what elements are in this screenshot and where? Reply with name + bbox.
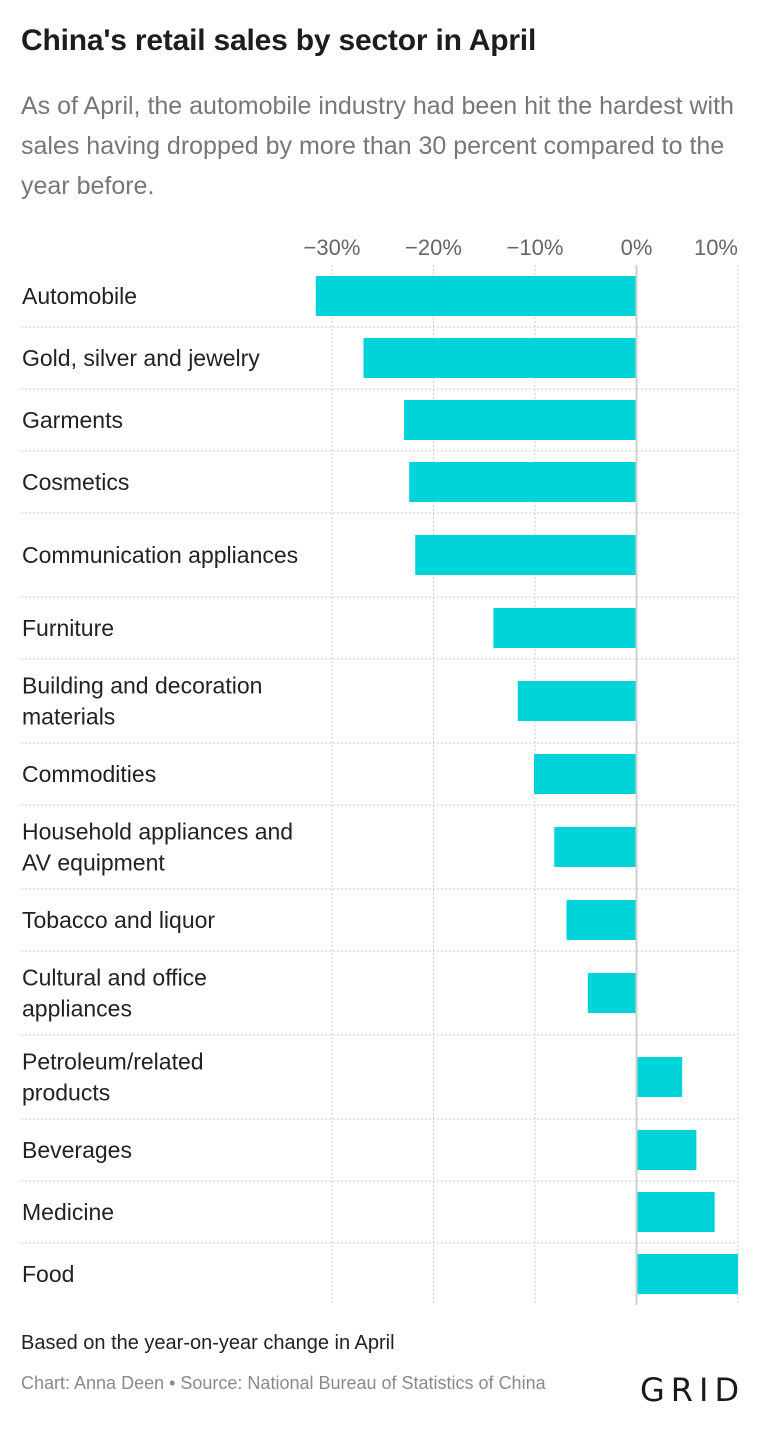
category-label: Medicine [22, 1199, 114, 1225]
category-label: Building and decoration materials [22, 673, 262, 730]
bar [363, 338, 637, 378]
bar [517, 681, 637, 721]
category-label: Garments [22, 407, 123, 433]
bar-chart: −30% −20% −10% 0% 10% Automobile Gold, silver … [21, 235, 739, 1305]
bar [566, 900, 637, 940]
x-tick-label: −10% [507, 235, 564, 260]
category-label: Furniture [22, 615, 114, 641]
bar [404, 400, 637, 440]
category-label: Household appliances and AV equipment [22, 819, 293, 876]
category-label: Petroleum/related products [22, 1049, 204, 1106]
bar [636, 1057, 683, 1097]
category-label: Commodities [22, 761, 156, 787]
x-tick-label: −30% [304, 235, 361, 260]
category-label: Cosmetics [22, 469, 129, 495]
chart-subtitle: As of April, the automobile industry had… [21, 92, 734, 200]
category-label: Tobacco and liquor [22, 907, 215, 933]
x-tick-label: −20% [405, 235, 462, 260]
bar [315, 276, 637, 316]
bar [587, 973, 637, 1013]
bar [409, 462, 637, 502]
category-label: Cultural and office appliances [22, 965, 207, 1022]
bar [636, 1130, 697, 1170]
bar [415, 535, 637, 575]
category-label: Automobile [22, 283, 137, 309]
chart-notes: Based on the year-on-year change in Apri… [21, 1332, 395, 1354]
category-label: Beverages [22, 1137, 132, 1163]
category-label: Communication appliances [22, 542, 298, 568]
chart-credit: Chart: Anna Deen • Source: National Bure… [21, 1373, 546, 1393]
bar [554, 827, 637, 867]
x-tick-label: 0% [621, 235, 653, 260]
bar [493, 608, 637, 648]
grid-logo: GRID [640, 1371, 746, 1409]
bar [636, 1254, 738, 1294]
category-label: Food [22, 1261, 74, 1287]
bar [533, 754, 637, 794]
x-tick-label: 10% [694, 235, 738, 260]
chart-title: China's retail sales by sector in April [21, 24, 537, 57]
category-label: Gold, silver and jewelry [22, 345, 260, 371]
bar [636, 1192, 715, 1232]
